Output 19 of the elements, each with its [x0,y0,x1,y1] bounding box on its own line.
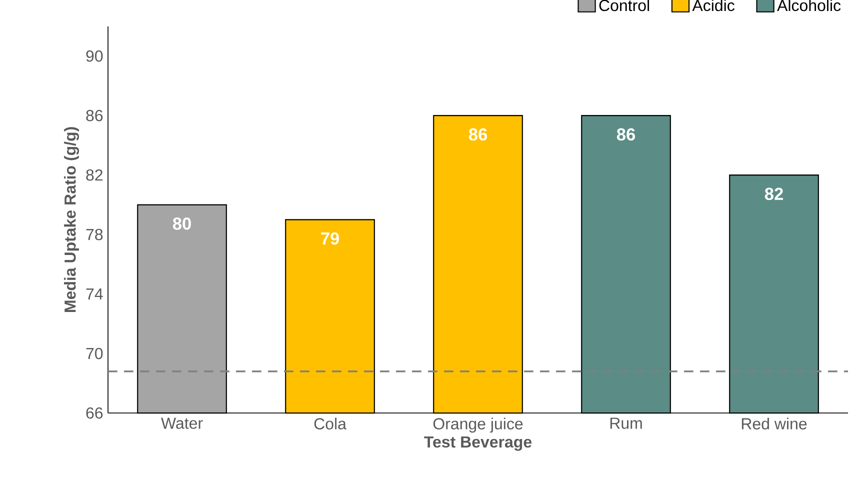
x-tick-label: Cola [314,418,346,430]
y-tick-label: 78 [86,228,103,240]
y-tick-label: 66 [86,407,103,419]
y-tick-label: 86 [86,110,103,122]
x-axis-title: Test Beverage [424,436,532,451]
x-tick-label: Rum [610,418,642,429]
data-label: 79 [321,232,339,245]
data-label: 82 [764,188,783,200]
data-label: 86 [468,128,488,141]
y-tick-label: 82 [86,169,102,181]
y-axis-title: Media Uptake Ratio (g/g) [64,127,80,312]
x-tick-label: Water [161,418,203,429]
y-tick-label: 70 [86,348,103,360]
y-tick-label: 74 [86,288,103,300]
y-tick-label: 90 [86,50,103,62]
x-tick-label: Red wine [742,418,807,430]
data-label: 86 [616,128,636,141]
x-tick-label: Orange juice [433,418,523,433]
data-label: 80 [172,218,191,230]
